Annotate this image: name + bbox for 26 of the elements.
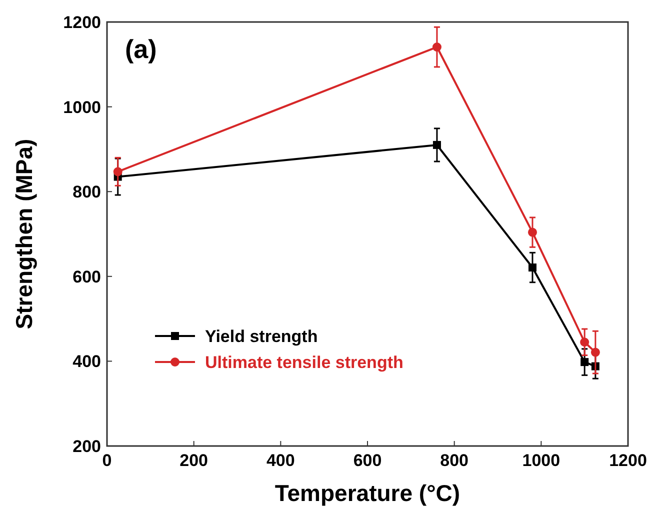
x-tick-label: 600 [353, 451, 382, 470]
x-tick-label: 1000 [522, 451, 560, 470]
x-tick-label: 0 [102, 451, 112, 470]
x-tick-label: 400 [266, 451, 295, 470]
point [528, 228, 537, 237]
point [580, 358, 589, 366]
y-tick-label: 1000 [63, 98, 101, 117]
y-tick-label: 600 [72, 267, 101, 286]
legend-label: Ultimate tensile strength [205, 353, 404, 372]
point [528, 263, 536, 272]
x-tick-label: 1200 [609, 451, 647, 470]
annotation: (a) [125, 34, 157, 64]
y-tick-label: 200 [72, 437, 101, 456]
point [432, 42, 442, 52]
point [580, 338, 590, 347]
y-axis-title: Strengthen (MPa) [11, 138, 37, 330]
x-axis-title: Temperature (°C) [274, 480, 460, 506]
x-tick-label: 200 [180, 451, 208, 470]
y-tick-label: 400 [72, 352, 101, 372]
point [590, 348, 600, 357]
y-tick-label: 800 [72, 182, 101, 202]
legend-label: Yield strength [205, 327, 318, 346]
y-tick-label: 1200 [63, 13, 101, 32]
point [113, 167, 122, 176]
x-tick-label: 800 [440, 451, 469, 470]
point [432, 140, 441, 149]
